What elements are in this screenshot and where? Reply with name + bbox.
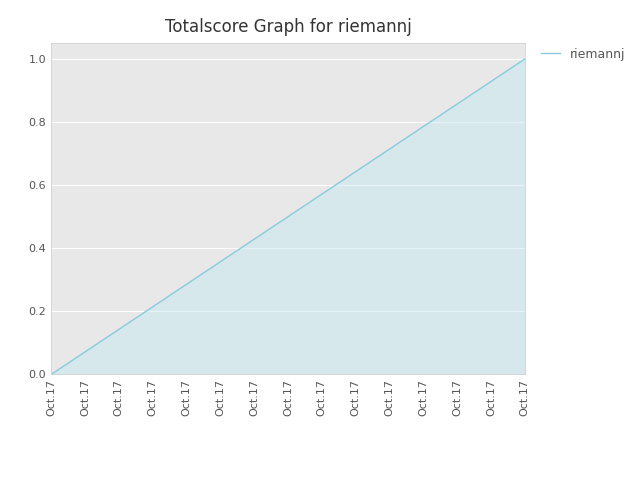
riemannj <box>182 281 190 287</box>
riemannj <box>284 214 292 219</box>
riemannj <box>115 326 123 332</box>
riemannj <box>216 259 224 264</box>
riemannj <box>419 124 427 130</box>
riemannj <box>47 372 55 377</box>
riemannj <box>487 79 495 84</box>
Line: riemannj: riemannj <box>51 59 525 374</box>
riemannj <box>453 101 461 107</box>
riemannj <box>149 304 157 310</box>
riemannj <box>386 146 394 152</box>
riemannj <box>318 191 326 197</box>
riemannj <box>352 169 360 175</box>
Title: Totalscore Graph for riemannj: Totalscore Graph for riemannj <box>164 18 412 36</box>
Legend: riemannj: riemannj <box>536 43 630 66</box>
riemannj <box>250 236 258 242</box>
riemannj <box>521 56 529 62</box>
riemannj <box>81 349 89 355</box>
